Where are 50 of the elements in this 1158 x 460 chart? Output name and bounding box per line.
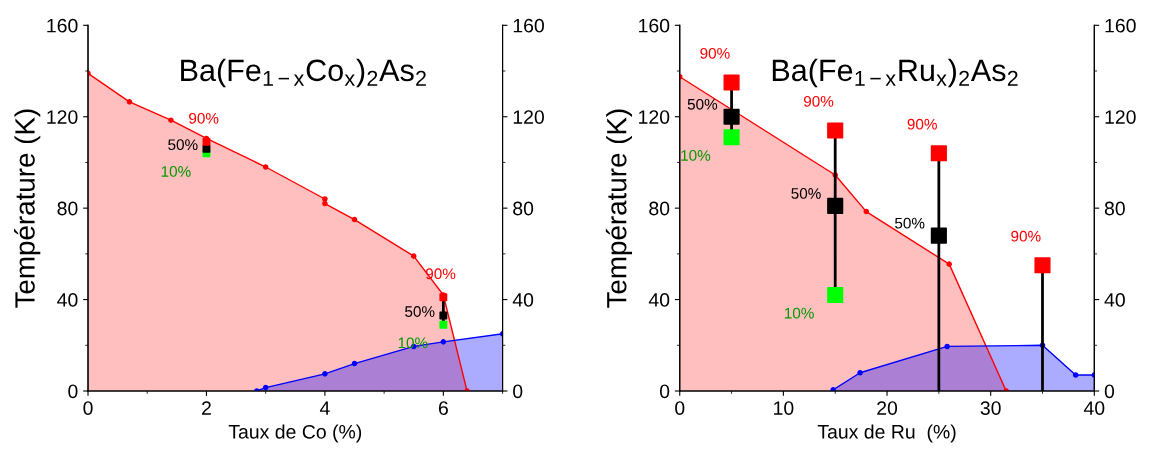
annotation: 90%	[1011, 230, 1041, 242]
y-tick-label: 80	[57, 201, 78, 216]
y2-tick-label: 0	[1104, 384, 1115, 399]
annotation: 90%	[803, 95, 834, 107]
y2-tick-label: 160	[1105, 18, 1136, 33]
y-tick-label: 80	[649, 201, 670, 216]
annotation: 90%	[189, 112, 219, 124]
y2-tick-label: 160	[513, 18, 544, 33]
y2-tick-label: 120	[1105, 110, 1136, 124]
annotation: 90%	[700, 47, 730, 59]
y-tick-label: 40	[648, 293, 670, 307]
y2-tick-label: 40	[512, 293, 534, 307]
annotation: 50%	[405, 306, 435, 317]
x-tick-label: 0	[675, 401, 685, 415]
y2-tick-label: 40	[1104, 293, 1125, 307]
x-tick-label: 10	[774, 401, 794, 415]
annotation: 50%	[791, 188, 821, 199]
text: Ba(Fe$_{1−x}$Co$_{x}$)$_{2}$As$_{2}$	[181, 58, 426, 88]
x-axis-title: Taux de Co (%)	[228, 424, 362, 443]
y2-tick-label: 0	[513, 384, 523, 399]
x-tick-label: 0	[83, 401, 93, 415]
y-tick-label: 160	[639, 18, 670, 33]
x-tick-label: 20	[877, 401, 898, 415]
annotation: 10%	[398, 337, 428, 349]
y-tick-label: 0	[68, 384, 78, 399]
annotation: 50%	[168, 139, 198, 151]
y-tick-label: 0	[659, 384, 670, 399]
y2-tick-label: 80	[1104, 201, 1125, 216]
annotation: 50%	[894, 217, 925, 229]
x-tick-label: 4	[319, 401, 330, 415]
y-axis-title: Température (K)	[605, 109, 633, 308]
x-axis-title: Taux de Ru (%)	[817, 424, 956, 443]
annotation: 50%	[687, 98, 718, 110]
y2-tick-label: 120	[513, 110, 544, 124]
text: Ba(Fe$_{1−x}$Ru$_{x}$)$_{2}$As$_{2}$	[772, 58, 1018, 88]
annotation: 90%	[426, 268, 456, 280]
y2-tick-label: 80	[513, 201, 534, 216]
x-tick-label: 30	[980, 401, 1001, 415]
y-axis-title: Température (K)	[14, 109, 41, 308]
x-tick-label: 2	[202, 401, 211, 415]
y-tick-label: 160	[47, 18, 78, 33]
y-tick-label: 120	[47, 110, 78, 124]
y-tick-label: 120	[639, 110, 670, 124]
annotation: 90%	[907, 118, 937, 130]
annotation: 10%	[161, 166, 191, 177]
annotation: 10%	[681, 150, 711, 161]
annotation: 10%	[784, 307, 814, 319]
y-tick-label: 40	[57, 293, 78, 307]
x-tick-label: 40	[1083, 401, 1105, 415]
x-tick-label: 6	[438, 401, 448, 415]
